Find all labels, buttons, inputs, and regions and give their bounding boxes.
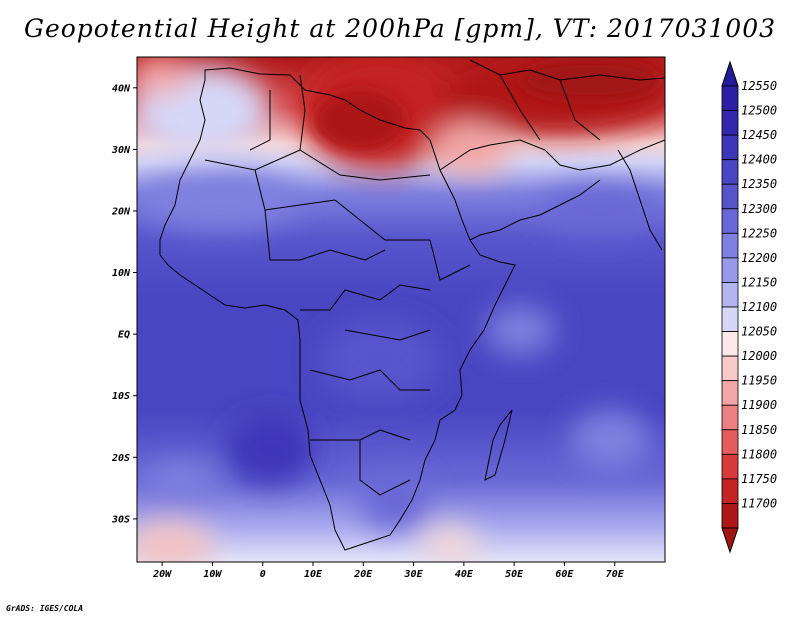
map-frame — [136, 56, 666, 563]
colorbar: 12550 12500 12450 12400 12350 12300 12250 12200… — [721, 60, 777, 554]
lat-tick-label: 10S — [112, 391, 130, 402]
colorbar-label: 12550 — [741, 79, 777, 93]
colorbar-label: 11900 — [741, 398, 777, 412]
colorbar-swatch — [721, 208, 739, 234]
colorbar-swatch — [721, 380, 739, 406]
colorbar-top-arrow — [721, 60, 739, 87]
colorbar-label: 11750 — [741, 472, 777, 486]
colorbar-label: 12400 — [741, 153, 777, 167]
colorbar-label: 11700 — [741, 496, 777, 510]
colorbar-swatch — [721, 478, 739, 504]
colorbar-label: 12150 — [741, 275, 777, 289]
colorbar-swatch — [721, 404, 739, 431]
lat-tick-label: 40N — [112, 83, 131, 94]
colorbar-label: 12100 — [741, 300, 777, 314]
lon-tick-label: 20E — [353, 569, 373, 580]
colorbar-swatch — [721, 159, 739, 185]
colorbar-label: 11950 — [741, 374, 777, 388]
lon-tick-label: 40E — [455, 569, 474, 580]
lon-tick-label: 30E — [404, 569, 424, 580]
lat-tick-label: 30S — [111, 514, 130, 525]
colorbar-swatch — [721, 134, 739, 161]
latitude-axis: 40N 30N 20N 10N EQ 10S 20S 30S — [111, 83, 137, 525]
colorbar-swatch — [721, 355, 739, 382]
colorbar-label: 12250 — [741, 226, 777, 240]
colorbar-label: 12200 — [741, 251, 777, 265]
lon-tick-label: 10W — [203, 569, 222, 580]
colorbar-swatch — [721, 232, 739, 259]
lon-tick-label: 60E — [555, 569, 574, 580]
coastline-and-borders — [159, 59, 665, 551]
colorbar-swatch — [721, 110, 739, 136]
colorbar-label: 12050 — [741, 325, 777, 339]
colorbar-swatch — [721, 331, 739, 357]
lat-tick-label: 10N — [112, 268, 131, 279]
lon-tick-label: 20W — [152, 569, 172, 580]
colorbar-swatch — [721, 429, 739, 455]
colorbar-label: 12000 — [741, 349, 777, 363]
lon-tick-label: 70E — [606, 569, 625, 580]
lon-tick-label: 10E — [304, 569, 323, 580]
geopotential-field — [137, 57, 665, 562]
colorbar-label: 12300 — [741, 202, 777, 216]
credit-text: GrADS: IGES/COLA — [6, 604, 84, 613]
longitude-axis: 20W 10W 0 10E 20E 30E 40E 50E 60E 70E — [152, 562, 625, 580]
lat-tick-label: 30N — [111, 145, 131, 156]
colorbar-label: 11850 — [741, 423, 777, 437]
colorbar-label: 12450 — [741, 128, 777, 142]
colorbar-label: 11800 — [741, 447, 777, 461]
lat-tick-label: 20S — [111, 453, 130, 464]
colorbar-label: 12500 — [741, 104, 777, 118]
map-title: Geopotential Height at 200hPa [gpm], VT:… — [23, 14, 777, 43]
colorbar-swatch — [721, 306, 739, 332]
colorbar-swatch — [721, 85, 739, 111]
colorbar-swatch — [721, 453, 739, 480]
lon-tick-label: 0 — [260, 569, 266, 580]
colorbar-swatch — [721, 257, 739, 283]
lat-tick-label: EQ — [118, 330, 130, 341]
colorbar-swatch — [721, 503, 739, 529]
lat-tick-label: 20N — [111, 206, 131, 217]
colorbar-swatch — [721, 282, 739, 308]
colorbar-label: 12350 — [741, 177, 777, 191]
colorbar-bottom-arrow — [721, 527, 739, 554]
lon-tick-label: 50E — [505, 569, 524, 580]
colorbar-swatch — [721, 183, 739, 210]
